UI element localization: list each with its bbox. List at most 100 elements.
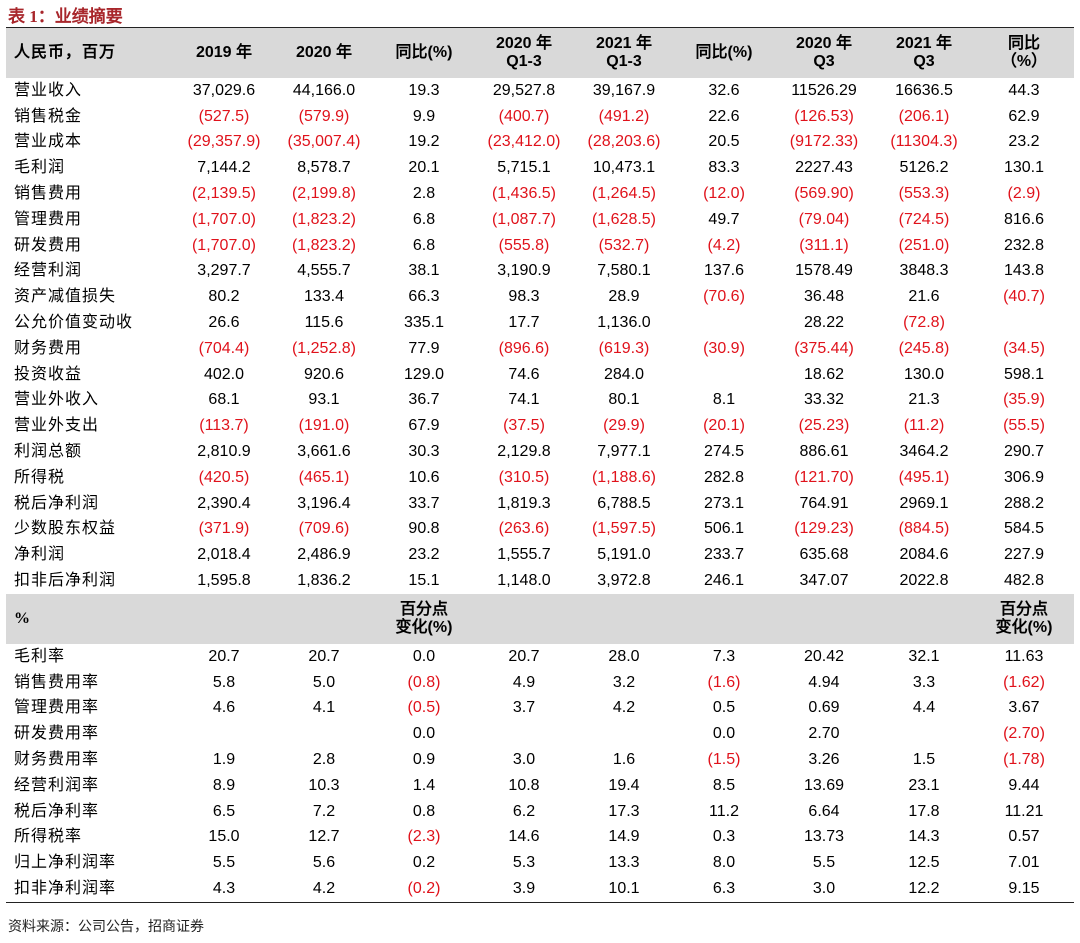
data-cell: 62.9	[1008, 107, 1040, 125]
column-header: 2020 年	[274, 27, 374, 78]
data-cell: 33.7	[408, 494, 440, 512]
data-cell: 9.44	[1008, 776, 1040, 794]
data-cell: 20.5	[708, 133, 740, 151]
data-row: 财务费用 (704.4) (1,252.8) 77.9 (896.6) (619.3) (3…	[6, 336, 1074, 362]
data-cell: 15.1	[408, 572, 440, 590]
data-cell: 0.3	[712, 828, 736, 846]
column-header: 2020 年 Q1-3	[474, 27, 574, 78]
data-cell: 11.2	[709, 802, 739, 820]
data-cell: 2.70	[808, 725, 840, 743]
data-cell: 3.2	[612, 673, 636, 691]
data-cell	[674, 362, 774, 388]
data-cell: 11.63	[1004, 647, 1044, 665]
data-cell: 284.0	[603, 365, 645, 383]
data-cell: 4.9	[512, 673, 536, 691]
data-cell: 130.1	[1003, 159, 1045, 177]
data-cell: 288.2	[1003, 494, 1045, 512]
data-cell: 13.69	[803, 776, 845, 794]
data-cell: 3,190.9	[497, 262, 551, 280]
data-cell: 7,977.1	[597, 443, 651, 461]
data-cell: (400.7)	[498, 107, 550, 125]
data-cell: 2227.43	[795, 159, 853, 177]
row-label: 营业外收入	[14, 391, 100, 409]
column-header	[174, 593, 274, 644]
data-cell: 1,595.8	[197, 572, 251, 590]
row-label: 营业成本	[14, 133, 83, 151]
data-cell: (371.9)	[198, 520, 250, 538]
data-cell: 44.3	[1008, 81, 1040, 99]
data-row: 扣非后净利润 1,595.8 1,836.2 15.1 1,148.0 3,972.8 24…	[6, 568, 1074, 594]
data-cell: 30.3	[408, 443, 440, 461]
data-cell: (1,436.5)	[491, 185, 557, 203]
header-line: （%）	[1000, 53, 1048, 70]
row-label: 所得税率	[14, 828, 83, 846]
row-label: 资产减值损失	[14, 288, 117, 306]
data-cell: 347.07	[799, 572, 849, 590]
data-cell: 232.8	[1003, 236, 1045, 254]
data-cell: 282.8	[703, 468, 745, 486]
data-cell: (1,707.0)	[191, 236, 257, 254]
data-cell: 4.94	[808, 673, 840, 691]
data-cell: 83.3	[708, 159, 740, 177]
data-cell: 37,029.6	[192, 81, 256, 99]
data-cell: 98.3	[508, 288, 540, 306]
data-cell: 1.6	[612, 751, 636, 769]
data-cell: 0.0	[412, 725, 436, 743]
data-cell	[274, 721, 374, 747]
data-row: 少数股东权益 (371.9) (709.6) 90.8 (263.6) (1,597.5)…	[6, 517, 1074, 543]
data-cell: 38.1	[408, 262, 440, 280]
row-label: 毛利率	[14, 647, 66, 665]
row-label: 扣非净利润率	[6, 876, 174, 903]
data-cell: 17.8	[908, 802, 940, 820]
header-line: 百分点	[399, 600, 448, 618]
row-label: 利润总额	[14, 443, 83, 461]
header-line: 2020 年	[795, 35, 853, 52]
data-row: 公允价值变动收 26.6 115.6 335.1 17.7 1,136.0 28.22 (72…	[6, 310, 1074, 336]
data-cell: 7.01	[1008, 854, 1040, 872]
data-cell: 23.1	[908, 776, 940, 794]
data-cell: 0.0	[712, 725, 736, 743]
data-cell: (527.5)	[198, 107, 250, 125]
data-cell	[974, 310, 1074, 336]
data-cell: 3,297.7	[197, 262, 251, 280]
data-cell: 3464.2	[899, 443, 949, 461]
data-cell: (206.1)	[898, 107, 950, 125]
data-row: 营业收入 37,029.6 44,166.0 19.3 29,527.8 39,167.9…	[6, 78, 1074, 104]
data-cell: (311.1)	[799, 236, 849, 254]
data-cell: (420.5)	[198, 468, 250, 486]
data-cell: (12.0)	[703, 185, 745, 203]
data-cell: 0.2	[412, 854, 436, 872]
data-cell: 7.3	[712, 647, 736, 665]
data-row: 营业外收入 68.1 93.1 36.7 74.1 80.1 8.1 33.32 21.3 (35…	[6, 388, 1074, 414]
data-cell: (2,139.5)	[191, 185, 257, 203]
data-cell: 12.2	[874, 876, 974, 903]
data-cell: 11.21	[1004, 802, 1044, 820]
data-cell: 598.1	[1003, 365, 1045, 383]
data-cell: (55.5)	[1003, 417, 1045, 435]
data-cell: 0.0	[412, 647, 436, 665]
row-label: 经营利润	[14, 262, 83, 280]
header-line: 同比(%)	[395, 44, 453, 61]
data-row: 管理费用 (1,707.0) (1,823.2) 6.8 (1,087.7) (1,628…	[6, 207, 1074, 233]
data-cell: 273.1	[703, 494, 745, 512]
data-row: 毛利率 20.7 20.7 0.0 20.7 28.0 7.3 20.42 32.1 11.63	[6, 644, 1074, 670]
data-cell: 28.0	[608, 647, 640, 665]
data-cell: (310.5)	[498, 468, 550, 486]
data-cell: 274.5	[703, 443, 745, 461]
data-cell: (619.3)	[598, 339, 650, 357]
data-cell: 21.6	[908, 288, 940, 306]
data-cell: 0.57	[1008, 828, 1040, 846]
data-cell: 506.1	[703, 520, 745, 538]
data-cell: 74.6	[508, 365, 540, 383]
data-cell: (28,203.6)	[587, 133, 661, 151]
data-cell: 4.1	[312, 699, 336, 717]
data-row: 归上净利润率 5.5 5.6 0.2 5.3 13.3 8.0 5.5 12.5 7.01	[6, 850, 1074, 876]
data-cell: (34.5)	[1003, 339, 1045, 357]
data-cell: (495.1)	[898, 468, 950, 486]
data-cell: 20.7	[508, 647, 540, 665]
data-cell: (1.78)	[1003, 751, 1045, 769]
data-cell: 6.8	[412, 210, 436, 228]
data-cell: (1,087.7)	[491, 210, 557, 228]
data-cell: 306.9	[1003, 468, 1045, 486]
